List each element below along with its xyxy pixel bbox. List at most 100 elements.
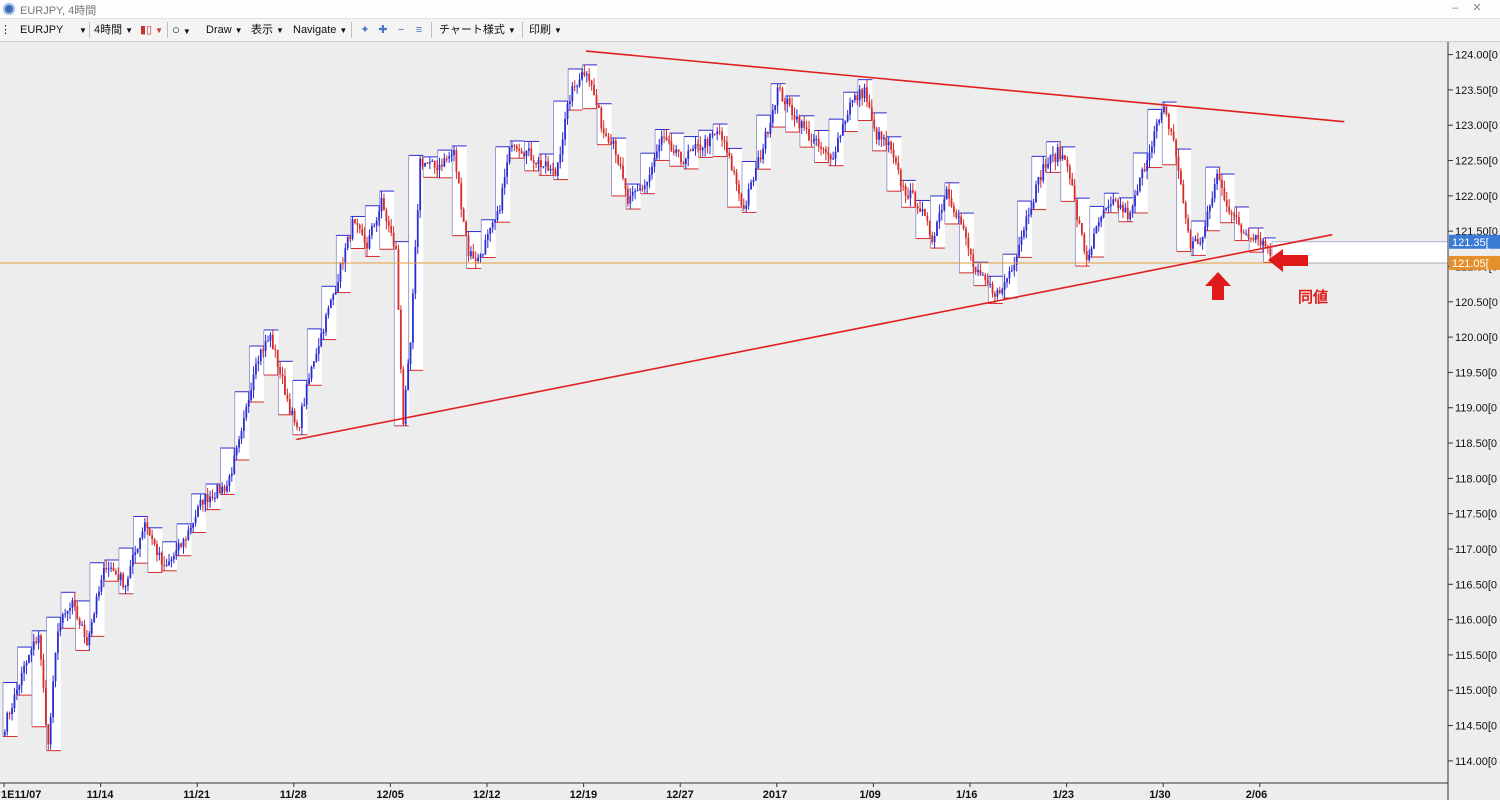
candle-body bbox=[177, 543, 180, 551]
candle-type-button[interactable]: ▮▯ ▼ bbox=[140, 22, 163, 38]
fit-icon[interactable]: ≡ bbox=[415, 24, 423, 36]
candle-body bbox=[274, 349, 277, 351]
candle-body bbox=[291, 410, 294, 415]
close-icon[interactable]: ✕ bbox=[1472, 2, 1482, 14]
candle-body bbox=[692, 148, 694, 151]
zoom-out-icon[interactable]: − bbox=[397, 24, 405, 36]
candle-body bbox=[1138, 177, 1141, 191]
price-chart[interactable]: 124.00[0 123.50[0 123.00[0 122.50[0 122.00[0… bbox=[0, 42, 1500, 800]
print-menu[interactable]: 印刷 ▼ bbox=[529, 22, 562, 38]
candle-body bbox=[680, 151, 682, 163]
candle-body bbox=[914, 192, 917, 207]
circle-tool-button[interactable]: ○ ▼ bbox=[172, 22, 191, 38]
candle-body bbox=[1008, 271, 1011, 279]
candle-body bbox=[83, 624, 86, 638]
symbol-dropdown[interactable]: ▼ bbox=[76, 22, 87, 38]
candle-body bbox=[689, 150, 692, 152]
candle-body bbox=[356, 223, 359, 225]
view-label: 表示 bbox=[251, 24, 273, 36]
candle-body bbox=[1100, 217, 1103, 222]
candle-body bbox=[349, 236, 352, 239]
x-tick-label: 2017 bbox=[763, 789, 787, 800]
y-tick-label: 115.50[0 bbox=[1455, 650, 1497, 662]
candle-body bbox=[334, 291, 337, 295]
candle-body bbox=[373, 225, 376, 227]
y-tick-label: 119.00[0 bbox=[1455, 403, 1497, 415]
candle-body bbox=[697, 144, 699, 146]
symbol-select[interactable]: EURJPY bbox=[20, 22, 82, 38]
candle-body bbox=[370, 226, 373, 236]
candle-body bbox=[658, 144, 661, 152]
chevron-down-icon: ▼ bbox=[276, 26, 284, 35]
y-axis: 124.00[0 123.50[0 123.00[0 122.50[0 122.00[0… bbox=[1448, 50, 1500, 768]
candle-body bbox=[919, 208, 921, 212]
candle-body bbox=[825, 149, 827, 153]
candle-body bbox=[98, 591, 100, 597]
candle-body bbox=[614, 140, 617, 156]
candle-body bbox=[1095, 226, 1098, 234]
candle-body bbox=[733, 170, 736, 173]
x-tick-label: 12/12 bbox=[473, 789, 501, 800]
candle-body bbox=[781, 88, 784, 102]
candle-body bbox=[798, 116, 801, 128]
candle-body bbox=[238, 439, 240, 448]
view-menu[interactable]: 表示 ▼ bbox=[251, 22, 284, 38]
candle-body bbox=[1189, 231, 1192, 249]
candle-body bbox=[303, 404, 306, 407]
navigate-menu[interactable]: Navigate ▼ bbox=[293, 22, 347, 38]
candle-body bbox=[40, 635, 42, 660]
candle-body bbox=[385, 210, 388, 222]
range-box bbox=[814, 130, 829, 163]
candle-body bbox=[757, 157, 760, 168]
candle-body bbox=[829, 154, 832, 160]
candle-body bbox=[380, 197, 383, 212]
minimize-icon[interactable]: – bbox=[1451, 2, 1459, 14]
candle-body bbox=[469, 251, 472, 257]
candle-body bbox=[892, 149, 895, 158]
candle-body bbox=[122, 573, 125, 588]
candle-body bbox=[740, 193, 743, 206]
candle-body bbox=[88, 633, 91, 646]
candle-body bbox=[170, 559, 173, 562]
candle-body bbox=[981, 274, 984, 276]
draw-menu[interactable]: Draw ▼ bbox=[206, 22, 243, 38]
crosshair-icon[interactable]: ✦ bbox=[360, 24, 370, 36]
candle-body bbox=[933, 235, 936, 243]
candle-body bbox=[76, 606, 79, 619]
candle-body bbox=[66, 610, 69, 614]
candle-body bbox=[35, 641, 38, 643]
candle-body bbox=[969, 248, 972, 255]
candle-body bbox=[1076, 199, 1078, 221]
candle-body bbox=[530, 148, 533, 161]
candle-body bbox=[535, 163, 537, 165]
y-tick-label: 120.00[0 bbox=[1455, 332, 1498, 344]
candle-body bbox=[64, 613, 67, 615]
candle-body bbox=[474, 258, 477, 262]
candle-body bbox=[1003, 282, 1006, 290]
candle-body bbox=[1250, 237, 1252, 239]
candle-body bbox=[607, 136, 610, 143]
candle-body bbox=[182, 539, 185, 547]
x-tick-label: 1/16 bbox=[956, 789, 977, 800]
candle-body bbox=[158, 552, 161, 556]
candle-body bbox=[252, 374, 255, 391]
y-tick-label: 118.50[0 bbox=[1455, 438, 1497, 450]
candle-body bbox=[677, 149, 680, 152]
candle-body bbox=[146, 522, 149, 528]
candle-body bbox=[32, 641, 35, 650]
candle-body bbox=[1044, 164, 1047, 168]
candle-body bbox=[49, 717, 52, 745]
range-box bbox=[31, 630, 47, 727]
candle-body bbox=[315, 353, 318, 362]
candle-body bbox=[926, 215, 929, 221]
candle-body bbox=[610, 142, 612, 144]
candle-body bbox=[1165, 106, 1168, 115]
timeframe-select[interactable]: 4時間 ▼ bbox=[94, 22, 133, 38]
candle-body bbox=[136, 548, 139, 553]
candle-body bbox=[214, 497, 216, 499]
candle-body bbox=[704, 139, 707, 148]
chart-area[interactable]: 124.00[0 123.50[0 123.00[0 122.50[0 122.00[0… bbox=[0, 42, 1500, 800]
candle-body bbox=[1119, 204, 1122, 208]
chart-style-menu[interactable]: チャート様式 ▼ bbox=[439, 22, 516, 38]
zoom-in-icon[interactable]: ✚ bbox=[378, 24, 388, 36]
